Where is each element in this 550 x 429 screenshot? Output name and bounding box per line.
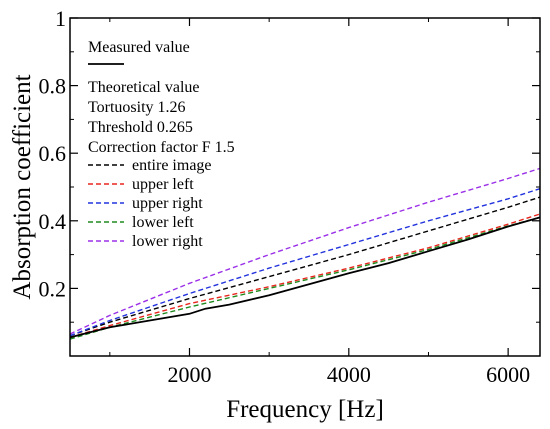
legend-measured-heading: Measured value	[88, 39, 190, 56]
legend-entry: entire image	[132, 157, 212, 174]
y-tick-label: 0.8	[39, 74, 67, 99]
x-tick-label: 2000	[167, 362, 211, 387]
legend-param: Correction factor F 1.5	[88, 139, 235, 156]
legend-param: Tortuosity 1.26	[88, 99, 186, 116]
series-line-lower-right	[69, 167, 541, 335]
series-line-entire-image	[69, 196, 541, 337]
legend: Measured value Theoretical value Tortuosit…	[88, 39, 235, 250]
y-tick-label: 1	[55, 6, 66, 31]
series-line-upper-right	[69, 188, 541, 337]
y-tick-label: 0.6	[39, 141, 67, 166]
legend-entry: lower right	[132, 233, 203, 250]
x-tick-label: 4000	[327, 362, 371, 387]
series-line-measured-value	[69, 216, 541, 339]
legend-theoretical-heading: Theoretical value	[88, 79, 200, 96]
legend-param: Threshold 0.265	[88, 119, 193, 136]
y-axis-title: Absorption coefficient	[9, 74, 36, 299]
legend-entry: upper right	[132, 195, 203, 212]
legend-entry: lower left	[132, 214, 194, 231]
y-tick-label: 0.2	[39, 276, 67, 301]
x-axis-title: Frequency [Hz]	[226, 396, 384, 423]
legend-entry: upper left	[132, 176, 194, 193]
y-tick-label: 0.4	[39, 209, 67, 234]
x-tick-label: 6000	[486, 362, 530, 387]
